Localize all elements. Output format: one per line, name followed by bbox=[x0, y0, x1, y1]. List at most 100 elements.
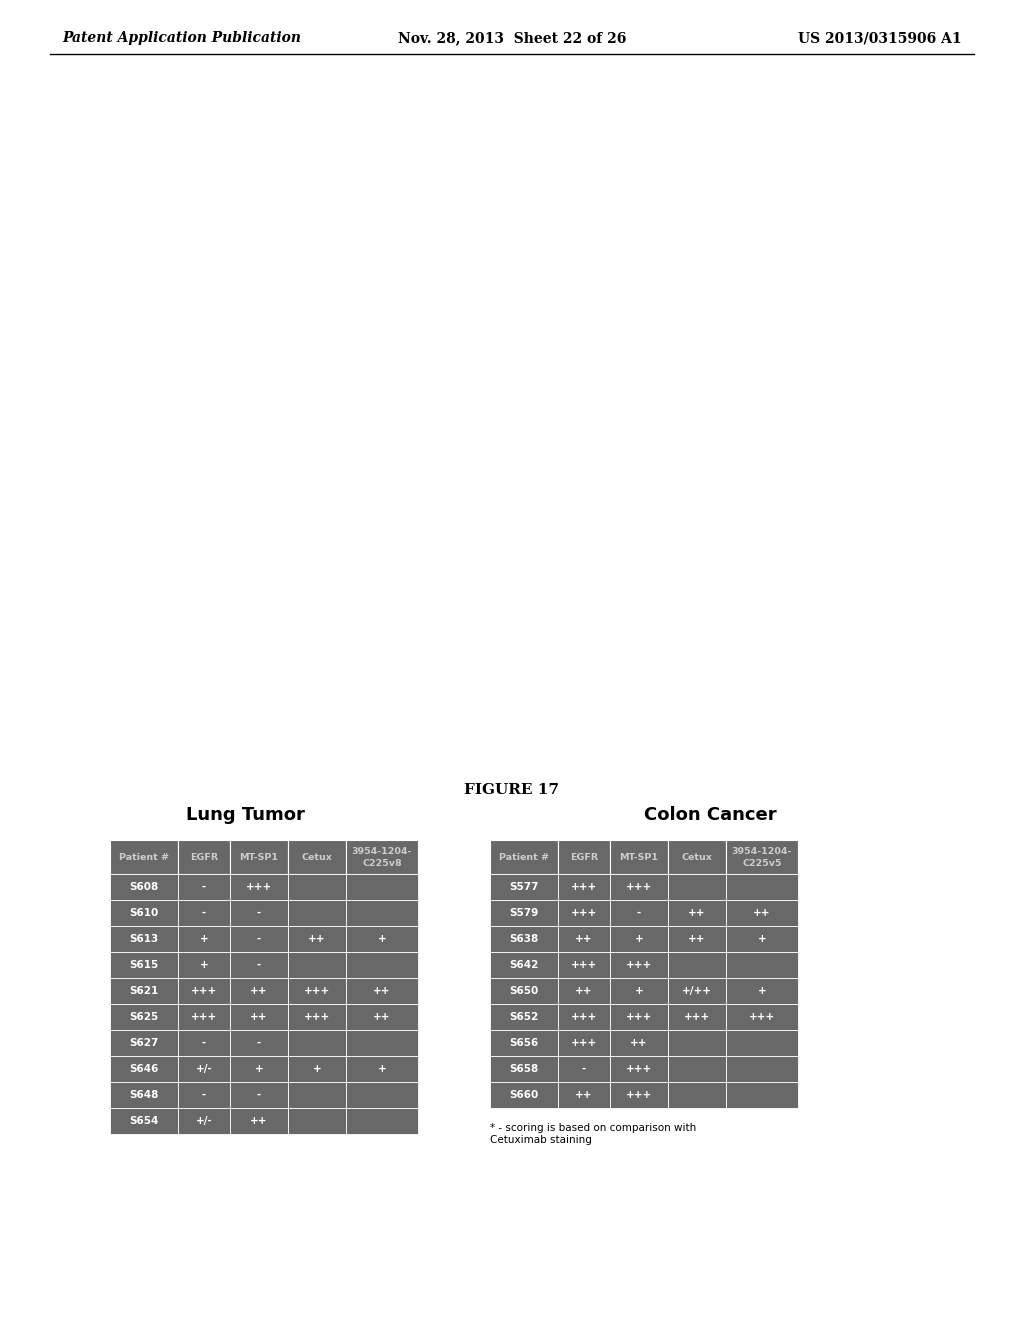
Bar bbox=[668, 952, 726, 978]
Text: -: - bbox=[257, 935, 261, 944]
Bar bbox=[610, 978, 668, 1005]
Text: ++: ++ bbox=[688, 935, 706, 944]
Text: ++: ++ bbox=[630, 1038, 648, 1048]
Bar bbox=[668, 927, 726, 952]
Bar bbox=[490, 1030, 558, 1056]
Bar bbox=[726, 927, 798, 952]
Text: -: - bbox=[202, 1090, 206, 1100]
Bar bbox=[726, 840, 798, 874]
Text: +/++: +/++ bbox=[682, 986, 712, 997]
Bar bbox=[610, 874, 668, 900]
Bar bbox=[558, 874, 610, 900]
Bar bbox=[288, 1107, 346, 1134]
Text: -: - bbox=[202, 908, 206, 917]
Bar bbox=[288, 1082, 346, 1107]
Bar bbox=[346, 1107, 418, 1134]
Text: +++: +++ bbox=[570, 908, 597, 917]
Text: +++: +++ bbox=[626, 1012, 652, 1022]
Bar bbox=[610, 927, 668, 952]
Bar bbox=[726, 1030, 798, 1056]
Text: 3954-1204-: 3954-1204- bbox=[732, 847, 793, 857]
Bar bbox=[178, 1030, 230, 1056]
Text: -: - bbox=[582, 1064, 586, 1074]
Bar bbox=[610, 1082, 668, 1107]
Bar bbox=[726, 1056, 798, 1082]
Bar bbox=[558, 1005, 610, 1030]
Bar bbox=[230, 1030, 288, 1056]
Text: -: - bbox=[202, 882, 206, 892]
Bar bbox=[110, 927, 178, 952]
Text: Patent Application Publication: Patent Application Publication bbox=[62, 30, 301, 45]
Bar bbox=[230, 978, 288, 1005]
Bar bbox=[558, 900, 610, 927]
Text: ++: ++ bbox=[575, 1090, 593, 1100]
Text: +++: +++ bbox=[749, 1012, 775, 1022]
Bar bbox=[490, 927, 558, 952]
Text: +++: +++ bbox=[190, 986, 217, 997]
Bar bbox=[230, 1107, 288, 1134]
Bar bbox=[288, 840, 346, 874]
Text: +++: +++ bbox=[626, 882, 652, 892]
Text: ++: ++ bbox=[575, 986, 593, 997]
Bar bbox=[110, 900, 178, 927]
Bar bbox=[230, 952, 288, 978]
Bar bbox=[346, 1082, 418, 1107]
Bar bbox=[610, 1005, 668, 1030]
Text: +: + bbox=[312, 1064, 322, 1074]
Text: S615: S615 bbox=[129, 960, 159, 970]
Bar bbox=[346, 1030, 418, 1056]
Bar bbox=[110, 978, 178, 1005]
Bar bbox=[288, 900, 346, 927]
Text: +++: +++ bbox=[304, 1012, 330, 1022]
Text: ++: ++ bbox=[374, 986, 391, 997]
Bar bbox=[610, 952, 668, 978]
Bar bbox=[490, 1005, 558, 1030]
Text: +++: +++ bbox=[626, 960, 652, 970]
Text: +++: +++ bbox=[570, 1038, 597, 1048]
Bar bbox=[726, 1005, 798, 1030]
Text: S658: S658 bbox=[509, 1064, 539, 1074]
Text: S625: S625 bbox=[129, 1012, 159, 1022]
Text: +: + bbox=[635, 935, 643, 944]
Text: +: + bbox=[758, 935, 766, 944]
Bar bbox=[230, 874, 288, 900]
Bar bbox=[230, 840, 288, 874]
Bar bbox=[178, 1082, 230, 1107]
Bar bbox=[346, 840, 418, 874]
Bar bbox=[288, 927, 346, 952]
Bar bbox=[230, 1005, 288, 1030]
Bar bbox=[110, 1005, 178, 1030]
Text: EGFR: EGFR bbox=[189, 853, 218, 862]
Bar bbox=[178, 978, 230, 1005]
Bar bbox=[558, 1056, 610, 1082]
Bar bbox=[726, 1082, 798, 1107]
Bar bbox=[110, 840, 178, 874]
Bar bbox=[668, 978, 726, 1005]
Bar bbox=[490, 874, 558, 900]
Text: +: + bbox=[758, 986, 766, 997]
Bar bbox=[558, 840, 610, 874]
Bar bbox=[490, 840, 558, 874]
Text: ++: ++ bbox=[250, 1115, 267, 1126]
Bar bbox=[346, 900, 418, 927]
Bar bbox=[610, 840, 668, 874]
Bar bbox=[230, 927, 288, 952]
Text: S608: S608 bbox=[129, 882, 159, 892]
Bar bbox=[726, 978, 798, 1005]
Text: ++: ++ bbox=[308, 935, 326, 944]
Bar bbox=[288, 1030, 346, 1056]
Bar bbox=[558, 978, 610, 1005]
Bar bbox=[178, 840, 230, 874]
Bar bbox=[668, 1056, 726, 1082]
Text: +++: +++ bbox=[304, 986, 330, 997]
Text: +++: +++ bbox=[570, 1012, 597, 1022]
Text: Lung Tumor: Lung Tumor bbox=[185, 807, 304, 824]
Text: Patient #: Patient # bbox=[499, 853, 549, 862]
Bar bbox=[230, 1056, 288, 1082]
Bar bbox=[558, 927, 610, 952]
Text: +/-: +/- bbox=[196, 1064, 212, 1074]
Text: Colon Cancer: Colon Cancer bbox=[644, 807, 776, 824]
Text: -: - bbox=[257, 1038, 261, 1048]
Text: +++: +++ bbox=[570, 882, 597, 892]
Text: * - scoring is based on comparison with
Cetuximab staining: * - scoring is based on comparison with … bbox=[490, 1123, 696, 1144]
